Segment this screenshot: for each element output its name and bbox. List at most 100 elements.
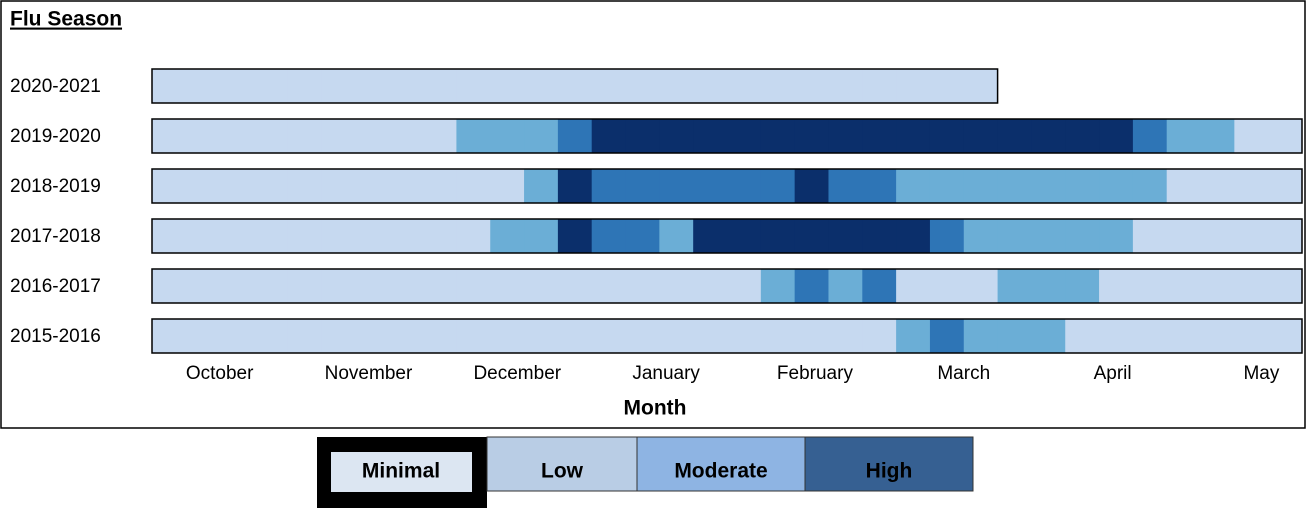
- cell: [490, 269, 525, 303]
- cell: [760, 269, 796, 303]
- cell: [929, 69, 965, 103]
- cell: [727, 319, 762, 353]
- cell: [794, 119, 829, 153]
- cell: [388, 319, 424, 353]
- legend-swatch: [331, 452, 472, 492]
- cell: [287, 319, 322, 353]
- cell: [862, 319, 897, 353]
- row-outline: [151, 218, 1303, 254]
- cell: [997, 269, 1032, 303]
- cell: [152, 169, 187, 203]
- cell: [1166, 269, 1202, 303]
- cell: [1099, 219, 1134, 253]
- cell: [896, 169, 931, 203]
- cell: [253, 319, 288, 353]
- cell: [1166, 219, 1202, 253]
- cell: [828, 269, 863, 303]
- legend-label: High: [866, 460, 913, 483]
- cell: [1234, 119, 1269, 153]
- cell: [321, 169, 356, 203]
- legend-swatch: [636, 436, 806, 492]
- cell: [963, 169, 999, 203]
- cell: [693, 69, 728, 103]
- row-label: 2020-2021: [10, 76, 101, 97]
- cell: [659, 269, 694, 303]
- cell: [591, 119, 627, 153]
- row-label: 2019-2020: [10, 126, 101, 147]
- cell: [1166, 119, 1202, 153]
- cell: [693, 269, 728, 303]
- cell: [354, 69, 390, 103]
- cell: [388, 169, 424, 203]
- cell: [219, 219, 254, 253]
- row-outline: [151, 68, 999, 104]
- cell: [794, 269, 829, 303]
- cell: [456, 169, 491, 203]
- cell: [693, 219, 728, 253]
- cell: [152, 69, 187, 103]
- cell: [997, 319, 1032, 353]
- cell: [625, 119, 660, 153]
- x-tick-label: February: [777, 363, 854, 384]
- cell: [388, 119, 424, 153]
- cell: [1099, 319, 1134, 353]
- cell: [321, 219, 356, 253]
- cell: [287, 169, 322, 203]
- cell: [490, 169, 525, 203]
- cell: [1031, 219, 1066, 253]
- cell: [321, 319, 356, 353]
- cell: [490, 69, 525, 103]
- cell: [794, 219, 829, 253]
- cell: [1234, 269, 1269, 303]
- cell: [828, 319, 863, 353]
- cell: [1065, 269, 1100, 303]
- legend-swatch: [804, 436, 974, 492]
- cell: [1234, 169, 1269, 203]
- cell: [591, 269, 627, 303]
- cell: [1065, 119, 1100, 153]
- cell: [422, 219, 457, 253]
- cell: [693, 319, 728, 353]
- cell: [219, 169, 254, 203]
- cell: [1031, 269, 1066, 303]
- cell: [896, 119, 931, 153]
- cell: [1200, 319, 1235, 353]
- x-tick-label: December: [473, 363, 561, 384]
- x-tick-label: October: [186, 363, 254, 384]
- cell: [1166, 169, 1202, 203]
- cell: [963, 319, 999, 353]
- cell: [929, 219, 965, 253]
- cell: [287, 269, 322, 303]
- cell: [354, 269, 390, 303]
- x-axis-label: Month: [624, 397, 687, 420]
- cell: [456, 319, 491, 353]
- cell: [185, 169, 221, 203]
- cell: [1132, 319, 1168, 353]
- cell: [219, 119, 254, 153]
- cell: [659, 219, 694, 253]
- cell: [1200, 119, 1235, 153]
- cell: [727, 69, 762, 103]
- cell: [557, 119, 593, 153]
- legend-label: Minimal: [362, 460, 440, 483]
- cell: [794, 169, 829, 203]
- cell: [524, 319, 559, 353]
- cell: [727, 169, 762, 203]
- cell: [1099, 269, 1134, 303]
- cell: [997, 119, 1032, 153]
- cell: [253, 169, 288, 203]
- cell: [693, 169, 728, 203]
- x-tick-label: November: [325, 363, 413, 384]
- cell: [152, 119, 187, 153]
- cell: [1200, 219, 1235, 253]
- cell: [422, 69, 457, 103]
- cell: [422, 169, 457, 203]
- x-tick-label: May: [1243, 363, 1279, 384]
- cell: [760, 119, 796, 153]
- cell: [1065, 219, 1100, 253]
- cell: [659, 119, 694, 153]
- cell: [456, 269, 491, 303]
- cell: [1234, 219, 1269, 253]
- cell: [422, 119, 457, 153]
- cell: [185, 269, 221, 303]
